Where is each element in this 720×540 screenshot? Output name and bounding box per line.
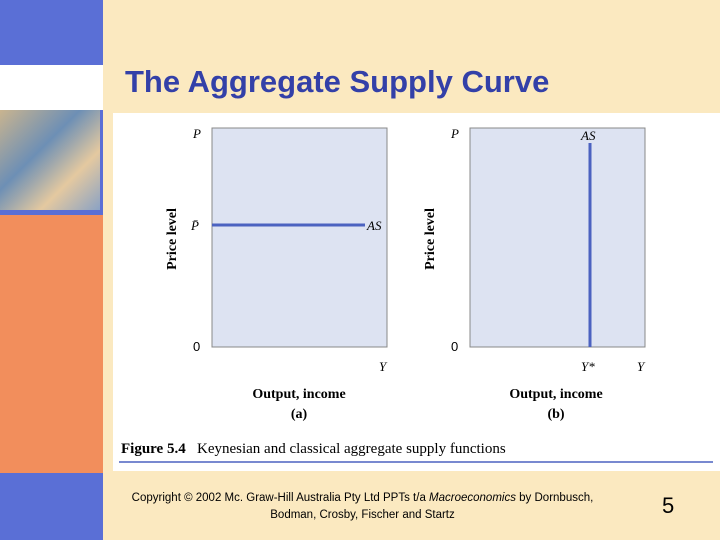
y-axis: P xyxy=(450,126,459,141)
potential-label: Y* xyxy=(581,359,595,374)
footer-left xyxy=(0,473,103,540)
footer: Copyright © 2002 Mc. Graw-Hill Australia… xyxy=(120,490,605,524)
level-label: P̄ xyxy=(190,218,199,233)
footer-text: Copyright © 2002 Mc. Graw-Hill Australia… xyxy=(131,492,430,504)
cover-image xyxy=(0,110,100,210)
title: The Aggregate Supply Curve xyxy=(125,64,550,99)
x-label: Output, income xyxy=(509,387,602,402)
figure-svg: P P̄ AS Y P AS Y* Y 0 0 Price level Pric… xyxy=(119,126,713,463)
panel-letter: (a) xyxy=(291,407,308,422)
panel-b-box xyxy=(469,127,646,348)
origin: 0 xyxy=(193,339,200,354)
caption-text: Keynesian and classical aggregate supply… xyxy=(197,441,506,457)
caption-number: Figure 5.4 xyxy=(121,441,186,457)
page-number: 5 xyxy=(662,493,675,518)
origin: 0 xyxy=(451,339,458,354)
y-label: Price level xyxy=(165,208,180,270)
x-label: Output, income xyxy=(252,387,345,402)
panel-letter: (b) xyxy=(547,407,564,422)
panel-a-box xyxy=(211,127,388,348)
y-axis: P xyxy=(192,126,201,141)
curve-label: AS xyxy=(366,218,382,233)
x-axis: Y xyxy=(379,359,388,374)
figure: P P̄ AS Y P AS Y* Y 0 0 Price level Pric… xyxy=(113,113,720,471)
y-label: Price level xyxy=(423,208,438,270)
x-axis: Y xyxy=(637,359,646,374)
footer-text: by Dornbusch, Bodman, Crosby, Fischer an… xyxy=(270,492,594,521)
cover-header xyxy=(0,65,103,110)
curve-label: AS xyxy=(580,128,596,143)
footer-book: Macroeconomics xyxy=(429,492,516,504)
